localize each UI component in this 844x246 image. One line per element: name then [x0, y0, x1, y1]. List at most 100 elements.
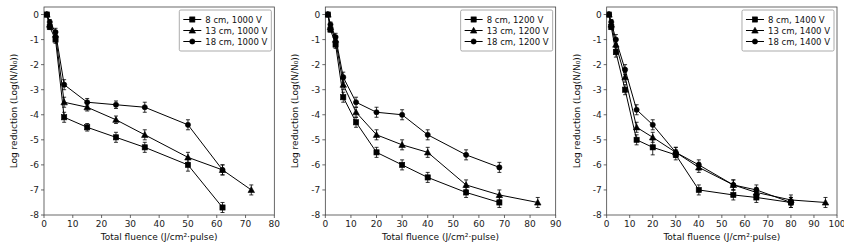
- x-tick-label: 10: [67, 219, 79, 229]
- error-bar-cap: [789, 197, 793, 198]
- error-bar-cap: [497, 162, 501, 163]
- legend-handle-marker: [471, 39, 476, 44]
- error-bar: [186, 120, 190, 130]
- error-bar-cap: [754, 184, 758, 185]
- error-bar-cap: [354, 107, 358, 108]
- point: [44, 12, 49, 17]
- x-tick: [44, 215, 45, 218]
- error-bar-cap: [249, 184, 253, 185]
- point: [673, 150, 678, 155]
- error-bar-cap: [143, 102, 147, 103]
- point: [325, 12, 330, 17]
- y-tick-label: -7: [593, 185, 602, 195]
- legend-handle-marker: [752, 17, 757, 22]
- y-tick-label: -1: [30, 35, 39, 45]
- error-bar: [354, 117, 358, 127]
- x-tick-label: 0: [41, 219, 47, 229]
- x-tick: [274, 215, 275, 218]
- error-bar-cap: [54, 35, 58, 36]
- error-bar-cap: [697, 194, 701, 195]
- error-bar-cap: [651, 132, 655, 133]
- x-tick: [402, 215, 403, 218]
- y-tick: [41, 64, 44, 65]
- x-tick-label: 20: [647, 219, 659, 229]
- point: [185, 122, 190, 127]
- error-bar-cap: [375, 129, 379, 130]
- y-tick: [604, 215, 607, 216]
- error-bar-cap: [54, 35, 58, 36]
- legend: 8 cm, 1200 V13 cm, 1200 V18 cm, 1200 V: [461, 10, 553, 51]
- point: [731, 182, 736, 187]
- error-bar-cap: [789, 207, 793, 208]
- y-tick-label: -6: [30, 160, 39, 170]
- legend-handle-marker: [190, 17, 195, 22]
- point: [374, 150, 379, 155]
- x-tick-label: 30: [396, 219, 408, 229]
- error-bar-cap: [614, 34, 618, 35]
- error-bar-cap: [464, 159, 468, 160]
- y-tick-label: -6: [311, 160, 320, 170]
- error-bar-cap: [623, 94, 627, 95]
- y-axis-label: Log reduction (Log(N/N₀)): [572, 54, 582, 169]
- error-bar: [674, 147, 678, 157]
- point: [650, 122, 655, 127]
- x-tick-label: 0: [604, 219, 610, 229]
- x-tick-label: 100: [828, 219, 844, 229]
- x-tick: [376, 215, 377, 218]
- legend-handle-marker: [189, 27, 196, 33]
- error-bar-cap: [143, 139, 147, 140]
- point: [374, 110, 379, 115]
- error-bar-cap: [85, 111, 89, 112]
- error-bar: [609, 20, 613, 25]
- point: [353, 120, 358, 125]
- point: [399, 142, 406, 148]
- error-bar: [48, 20, 52, 25]
- y-tick: [322, 215, 325, 216]
- error-bar-cap: [497, 199, 501, 200]
- point: [373, 132, 380, 138]
- legend-label: 8 cm, 1000 V: [205, 15, 262, 25]
- error-bar-cap: [614, 49, 618, 50]
- error-bar-cap: [400, 159, 404, 160]
- plot-frame: [607, 7, 837, 215]
- error-bar-cap: [354, 127, 358, 128]
- x-axis: 01020304050607080: [41, 215, 280, 229]
- point: [788, 200, 793, 205]
- x-tick-label: 60: [473, 219, 485, 229]
- legend-label: 13 cm, 1400 V: [768, 26, 830, 36]
- error-bar-cap: [143, 129, 147, 130]
- error-bar: [221, 165, 225, 175]
- point: [607, 12, 612, 17]
- point: [325, 12, 330, 17]
- error-bar-cap: [754, 202, 758, 203]
- x-axis-label: Total fluence (J/cm²·pulse): [381, 232, 499, 242]
- error-bar-cap: [114, 123, 118, 124]
- error-bar-cap: [400, 119, 404, 120]
- error-bar-cap: [400, 149, 404, 150]
- plot-frame: [44, 7, 274, 215]
- y-tick-label: -8: [593, 210, 602, 220]
- x-tick: [504, 215, 505, 218]
- error-bar: [614, 35, 618, 45]
- point: [463, 152, 468, 157]
- error-bar-cap: [341, 92, 345, 93]
- x-axis-label: Total fluence (J/cm²·pulse): [100, 232, 218, 242]
- error-bar: [143, 102, 147, 112]
- point: [696, 162, 701, 167]
- point: [622, 67, 627, 72]
- error-bar-cap: [341, 102, 345, 103]
- error-bar-cap: [221, 164, 225, 165]
- point: [730, 182, 737, 188]
- error-bar-cap: [426, 139, 430, 140]
- error-bar: [62, 80, 66, 90]
- error-bar: [674, 150, 678, 160]
- error-bar-cap: [426, 157, 430, 158]
- y-tick: [604, 114, 607, 115]
- error-bar: [731, 180, 735, 190]
- legend-handle-marker: [752, 39, 757, 44]
- x-tick: [813, 215, 814, 218]
- y-tick-label: -3: [311, 85, 320, 95]
- error-bar: [635, 105, 639, 115]
- error-bar-cap: [623, 74, 627, 75]
- y-tick: [322, 39, 325, 40]
